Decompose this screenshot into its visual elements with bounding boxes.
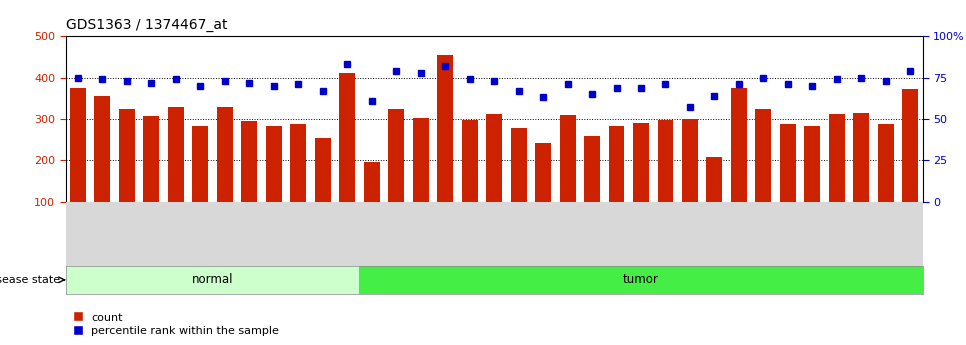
Bar [486,114,502,243]
Bar [216,107,233,243]
Bar [291,125,306,243]
Bar [359,266,923,294]
Bar [412,118,429,243]
Bar [143,116,159,243]
Bar [682,119,697,243]
Bar [339,73,355,243]
Bar [511,128,526,243]
Bar [829,114,845,243]
Bar [192,126,209,243]
Bar [315,138,330,243]
Bar [438,55,453,243]
Legend: count, percentile rank within the sample: count, percentile rank within the sample [73,313,279,336]
Bar [462,120,477,243]
Bar [70,88,86,243]
Bar [559,115,576,243]
Bar [266,126,282,243]
Bar [706,157,723,243]
Text: GDS1363 / 1374467_at: GDS1363 / 1374467_at [66,18,227,32]
Bar [780,124,796,243]
Bar [609,126,624,243]
Bar [878,124,894,243]
Bar [584,136,600,243]
Text: disease state: disease state [0,275,60,285]
Bar [66,266,359,294]
Bar [731,88,747,243]
Bar [388,109,404,243]
Bar [119,109,135,243]
Text: tumor: tumor [623,273,659,286]
Bar [364,162,380,243]
Bar [95,96,110,243]
Bar [168,107,184,243]
Bar [902,89,919,243]
Bar [242,121,257,243]
Bar [535,143,551,243]
Bar [755,109,772,243]
Bar [633,123,649,243]
Bar [805,126,820,243]
Bar [658,120,673,243]
Text: normal: normal [192,273,234,286]
Bar [853,113,869,243]
